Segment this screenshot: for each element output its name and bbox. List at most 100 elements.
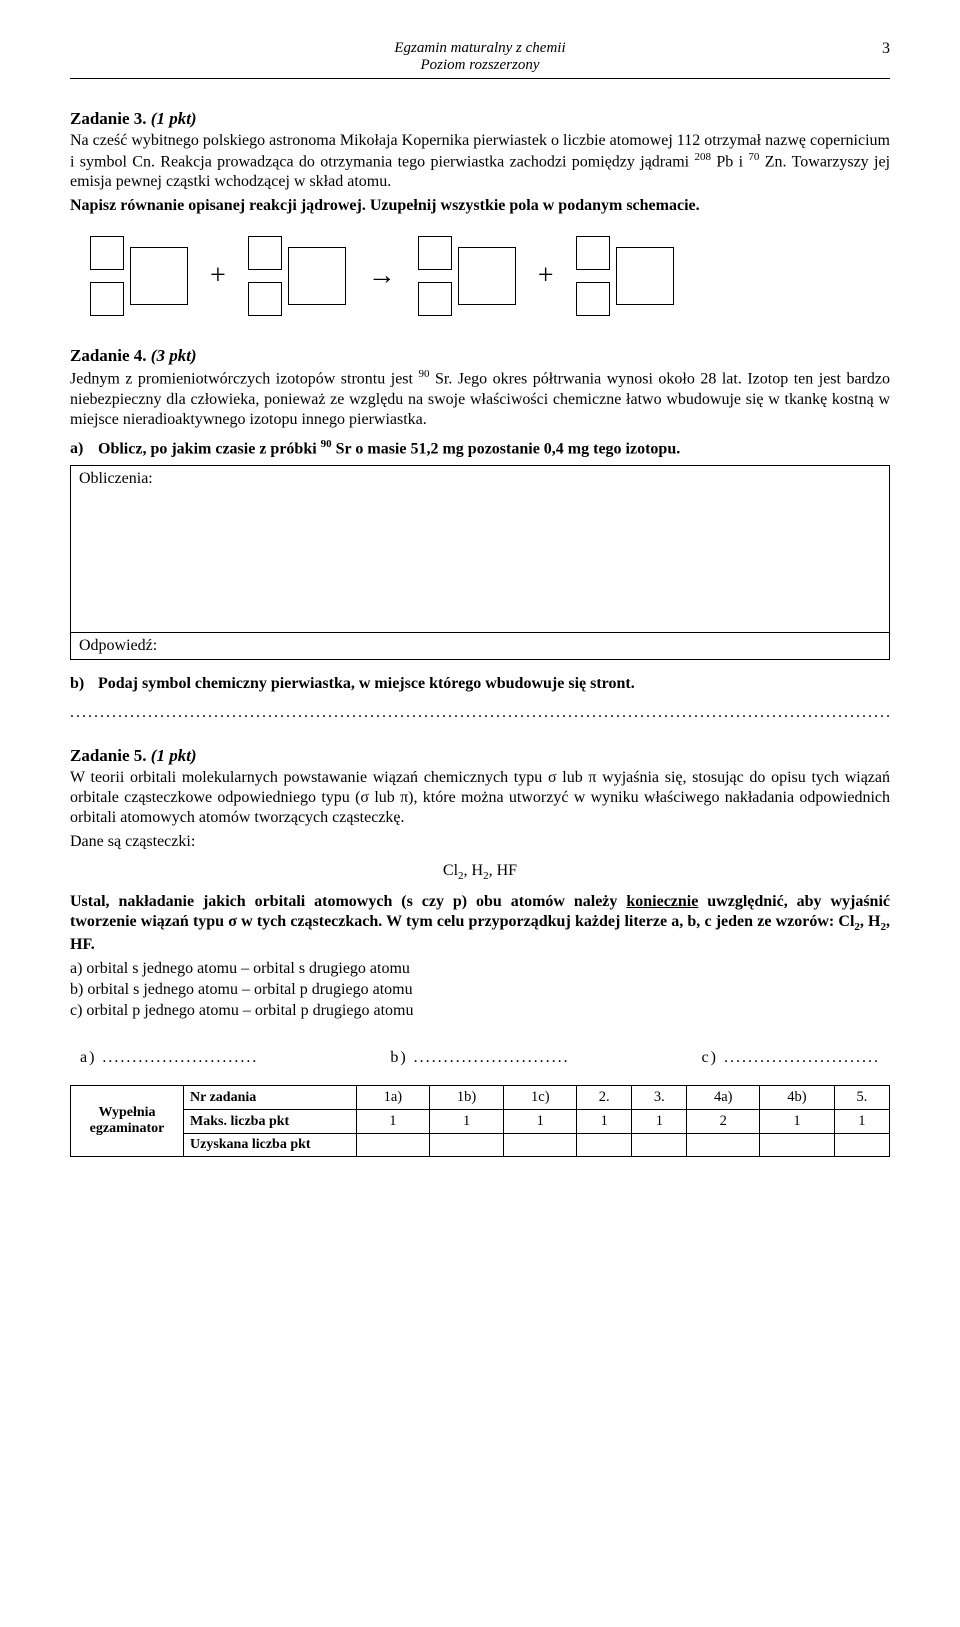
task4-text: Jednym z promieniotwórczych izotopów str… (70, 368, 890, 429)
scoring-max: 2 (687, 1110, 760, 1134)
task5-answer-row: a) .......................... b) .......… (80, 1049, 880, 1067)
header-subtitle: Poziom rozszerzony (70, 57, 890, 74)
scoring-max: 1 (577, 1110, 632, 1134)
scoring-col: 4b) (760, 1086, 835, 1110)
task5-text1: W teorii orbitali molekularnych powstawa… (70, 768, 890, 828)
scoring-col: 2. (577, 1086, 632, 1110)
input-box[interactable] (90, 236, 124, 270)
table-row: Maks. liczba pkt 1 1 1 1 1 2 1 1 (71, 1110, 890, 1134)
calculation-box[interactable]: Obliczenia: Odpowiedź: (70, 465, 890, 660)
input-box[interactable] (418, 282, 452, 316)
task5-opt-b: b) orbital s jednego atomu – orbital p d… (70, 980, 890, 1000)
scoring-col: 3. (632, 1086, 687, 1110)
scoring-table: Wypełnia egzaminator Nr zadania 1a) 1b) … (70, 1085, 890, 1157)
plus-operator: + (530, 260, 562, 292)
answer-dotted-line[interactable]: ........................................… (70, 704, 890, 722)
table-row: Uzyskana liczba pkt (71, 1134, 890, 1157)
scoring-row2-label: Maks. liczba pkt (184, 1110, 357, 1134)
scoring-col: 5. (834, 1086, 889, 1110)
product-1-indices (418, 236, 452, 316)
task4-number: Zadanie 4. (70, 346, 147, 365)
task5-opt-a: a) orbital s jednego atomu – orbital s d… (70, 959, 890, 979)
input-box[interactable] (458, 247, 516, 305)
task5-points: (1 pkt) (151, 746, 197, 765)
calc-space[interactable] (71, 492, 889, 632)
task3-heading: Zadanie 3. (1 pkt) (70, 109, 890, 129)
reactant-2 (248, 236, 346, 316)
task3-points: (1 pkt) (151, 109, 197, 128)
task4b-label: b) (70, 674, 94, 694)
sr-mass: 90 (418, 368, 429, 380)
molecules-list: Cl2, H2, HF (70, 862, 890, 882)
task5-instruction: Ustal, nakładanie jakich orbitali atomow… (70, 892, 890, 955)
task4-text-a: Jednym z promieniotwórczych izotopów str… (70, 371, 418, 388)
scoring-blank[interactable] (429, 1134, 504, 1157)
task5-instr-u: koniecznie (626, 893, 698, 910)
pb-mass: 208 (694, 151, 711, 163)
scoring-col: 1c) (504, 1086, 577, 1110)
task4b-text: Podaj symbol chemiczny pierwiastka, w mi… (98, 675, 635, 692)
task5-instr-1: Ustal, nakładanie jakich orbitali atomow… (70, 893, 626, 910)
input-box[interactable] (576, 236, 610, 270)
task4a-label: a) (70, 439, 94, 459)
scoring-blank[interactable] (577, 1134, 632, 1157)
scoring-blank[interactable] (834, 1134, 889, 1157)
scoring-row1-label: Nr zadania (184, 1086, 357, 1110)
task5-instr-3: , H (860, 913, 881, 930)
input-box[interactable] (576, 282, 610, 316)
header-title: Egzamin maturalny z chemii (70, 40, 890, 57)
task4a: a) Oblicz, po jakim czasie z próbki 90 S… (70, 438, 890, 459)
scoring-row3-label: Uzyskana liczba pkt (184, 1134, 357, 1157)
input-box[interactable] (418, 236, 452, 270)
plus-operator: + (202, 260, 234, 292)
answer-label: Odpowiedź: (71, 632, 889, 659)
input-box[interactable] (130, 247, 188, 305)
page-number: 3 (882, 40, 890, 58)
task5-opt-c: c) orbital p jednego atomu – orbital p d… (70, 1001, 890, 1021)
slot-c-text: c) .......................... (702, 1049, 880, 1066)
slot-b-text: b) .......................... (390, 1049, 569, 1066)
scoring-blank[interactable] (760, 1134, 835, 1157)
input-box[interactable] (616, 247, 674, 305)
scoring-left-label: Wypełnia egzaminator (71, 1086, 184, 1157)
product-1 (418, 236, 516, 316)
product-2-indices (576, 236, 610, 316)
scoring-col: 1a) (357, 1086, 430, 1110)
page: Egzamin maturalny z chemii Poziom rozsze… (50, 40, 910, 1197)
scoring-max: 1 (357, 1110, 430, 1134)
task5-slot-a[interactable]: a) .......................... (80, 1049, 258, 1067)
reactant-2-indices (248, 236, 282, 316)
task5-number: Zadanie 5. (70, 746, 147, 765)
scoring-blank[interactable] (504, 1134, 577, 1157)
task3-text: Na cześć wybitnego polskiego astronoma M… (70, 131, 890, 192)
task5-text2: Dane są cząsteczki: (70, 832, 890, 852)
task5-slot-b[interactable]: b) .......................... (390, 1049, 569, 1067)
table-row: Wypełnia egzaminator Nr zadania 1a) 1b) … (71, 1086, 890, 1110)
mol-h: , H (464, 862, 484, 879)
scoring-blank[interactable] (687, 1134, 760, 1157)
product-2 (576, 236, 674, 316)
page-header: Egzamin maturalny z chemii Poziom rozsze… (70, 40, 890, 78)
calc-label: Obliczenia: (71, 466, 889, 492)
task4-points: (3 pkt) (151, 346, 197, 365)
task3-instruction: Napisz równanie opisanej reakcji jądrowe… (70, 196, 890, 216)
sr-mass: 90 (321, 438, 332, 450)
scoring-col: 1b) (429, 1086, 504, 1110)
scoring-max: 1 (760, 1110, 835, 1134)
mol-hf: , HF (489, 862, 517, 879)
scoring-blank[interactable] (357, 1134, 430, 1157)
task5-slot-c[interactable]: c) .......................... (702, 1049, 880, 1067)
input-box[interactable] (248, 282, 282, 316)
task4b: b) Podaj symbol chemiczny pierwiastka, w… (70, 674, 890, 694)
reactant-1-indices (90, 236, 124, 316)
input-box[interactable] (90, 282, 124, 316)
task4-heading: Zadanie 4. (3 pkt) (70, 346, 890, 366)
input-box[interactable] (288, 247, 346, 305)
scoring-blank[interactable] (632, 1134, 687, 1157)
input-box[interactable] (248, 236, 282, 270)
scoring-max: 1 (834, 1110, 889, 1134)
scoring-col: 4a) (687, 1086, 760, 1110)
slot-a-text: a) .......................... (80, 1049, 258, 1066)
nuclear-equation: + → + (90, 236, 870, 316)
task3-number: Zadanie 3. (70, 109, 147, 128)
